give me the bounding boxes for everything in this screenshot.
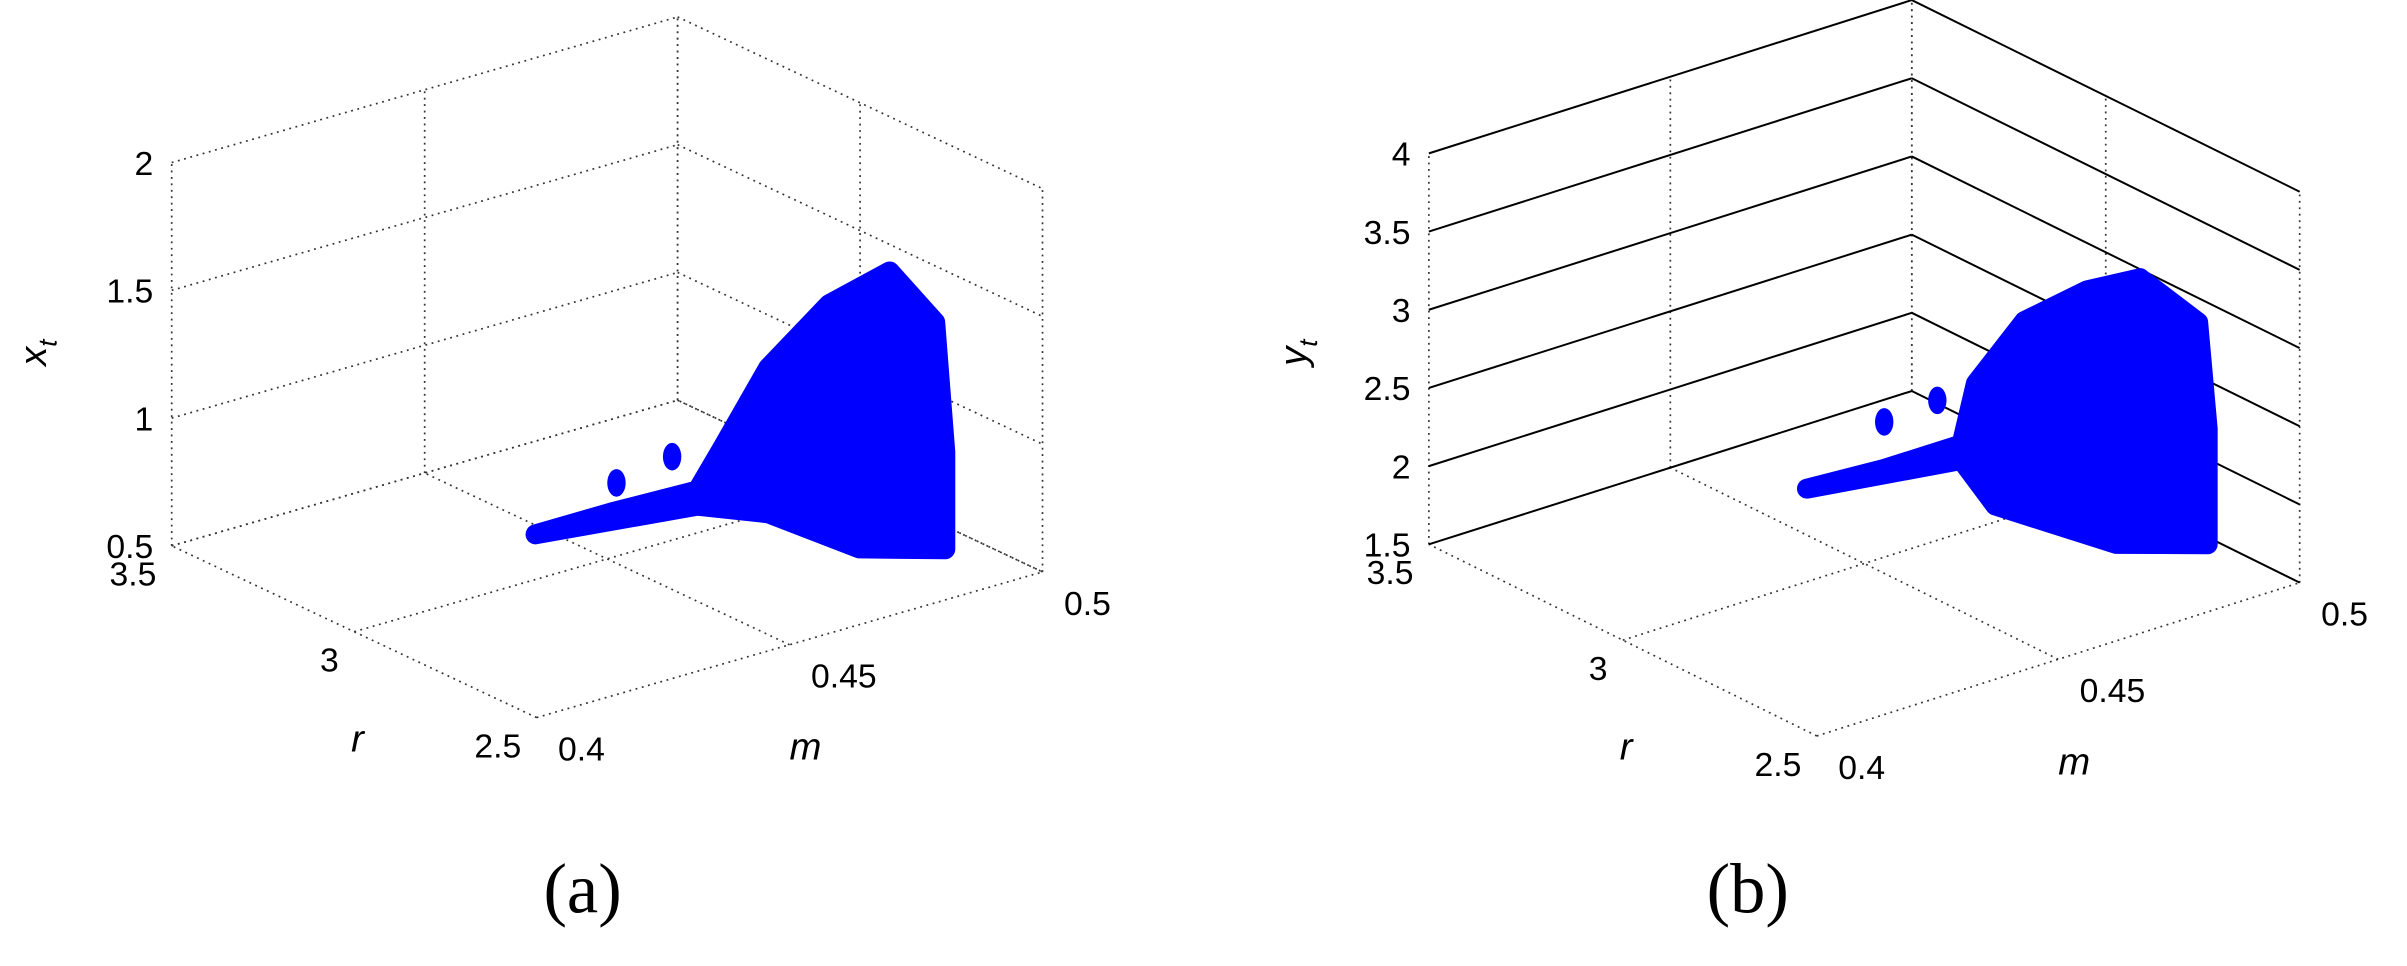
z-tick-label: 1.5 [106, 273, 153, 311]
grid-line [677, 399, 1043, 573]
z-axis-label-sub: t [33, 338, 63, 347]
x-axis-label: m [790, 726, 822, 769]
z-tick-label: 2 [135, 145, 154, 183]
grid-line [677, 271, 1043, 445]
grid-line [1428, 0, 1913, 155]
z-tick-label: 2 [1392, 448, 1411, 486]
panel-caption: (a) [543, 850, 621, 928]
attractor-point [607, 469, 626, 497]
grid-line [1428, 77, 1913, 233]
z-tick-label: 3.5 [1364, 214, 1411, 252]
grid-line [424, 472, 790, 646]
x-tick-label: 0.5 [1064, 585, 1111, 623]
z-axis-label-main: y [1272, 344, 1315, 369]
attractor-point [662, 442, 682, 471]
z-tick-label: 1.5 [1364, 527, 1411, 565]
grid-line [1911, 77, 2301, 271]
z-axis-label: xt [12, 338, 63, 368]
z-tick-label: 1 [135, 400, 154, 438]
y-tick-label: 2.5 [474, 727, 521, 765]
x-tick-label: 0.5 [2321, 596, 2368, 634]
x-axis-label: m [2058, 740, 2090, 783]
grid-line [1669, 466, 2059, 661]
grid-line [1428, 155, 1913, 311]
x-tick-label: 0.4 [558, 730, 605, 768]
grid-line [171, 399, 678, 547]
grid-line [1428, 311, 1913, 468]
y-axis-label: r [351, 717, 366, 760]
y-axis-label: r [1620, 726, 1635, 769]
grid-line [677, 143, 1043, 318]
grid-line [1911, 0, 2301, 193]
z-axis-label-main: x [12, 345, 55, 368]
grid-line [171, 16, 678, 164]
z-tick-label: 4 [1392, 136, 1411, 174]
attractor-cloud [1796, 268, 2218, 555]
y-tick-label: 3.5 [1367, 554, 1414, 592]
y-tick-label: 2.5 [1755, 746, 1802, 784]
z-tick-label: 0.5 [106, 528, 153, 566]
y-tick-label: 3 [1589, 650, 1608, 688]
grid-line [171, 545, 537, 719]
grid-line [1428, 233, 1913, 389]
y-tick-label: 3.5 [110, 556, 157, 594]
z-tick-label: 3 [1392, 292, 1411, 330]
grid-line [677, 16, 1043, 190]
grid-line [536, 571, 1043, 719]
x-tick-label: 0.45 [2080, 672, 2146, 710]
attractor-point [1875, 408, 1894, 436]
attractor-cloud [525, 261, 956, 560]
z-axis-label-sub: t [1293, 338, 1323, 347]
grid-line [1428, 390, 1913, 546]
attractor-point [1928, 386, 1947, 415]
y-tick-label: 3 [320, 642, 339, 680]
x-tick-label: 0.45 [811, 658, 877, 696]
grid-line [171, 143, 678, 292]
grid-line [1816, 581, 2300, 737]
grid-line [1428, 543, 1818, 737]
grid-line [171, 271, 678, 419]
grid-line [1911, 155, 2301, 349]
z-tick-label: 2.5 [1364, 370, 1411, 408]
x-tick-label: 0.4 [1838, 749, 1885, 787]
panel-caption: (b) [1707, 850, 1789, 928]
z-axis-label: yt [1272, 338, 1323, 369]
grid-line [1622, 486, 2106, 641]
